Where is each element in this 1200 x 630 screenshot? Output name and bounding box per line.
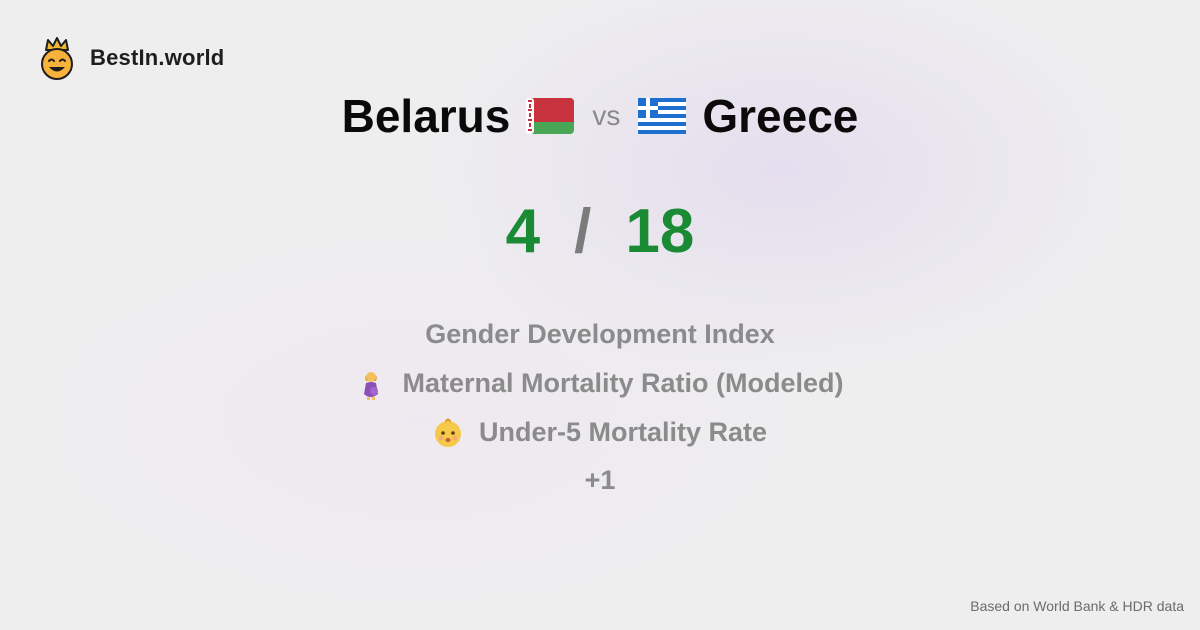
- brand-name: BestIn.world: [90, 45, 225, 70]
- greece-flag-icon: [638, 98, 687, 134]
- crowned-smiley-icon: [41, 37, 73, 80]
- comparison-title: Belarus vs Greece: [0, 86, 1200, 146]
- data-source-note: Based on World Bank & HDR data: [970, 598, 1184, 614]
- baby-face-icon: [434, 418, 461, 447]
- score-display: 4 / 18: [0, 194, 1200, 270]
- score-left: 4: [505, 197, 541, 266]
- belarus-flag-icon: [526, 98, 575, 134]
- pregnant-woman-icon: [364, 371, 379, 400]
- metric-label: Gender Development Index: [425, 319, 775, 349]
- metric-item-gender-development: Gender Development Index: [425, 310, 775, 359]
- score-separator: /: [574, 197, 592, 266]
- metric-label: Under-5 Mortality Rate: [478, 417, 768, 447]
- metric-item-under5-mortality: Under-5 Mortality Rate: [433, 408, 767, 457]
- brand[interactable]: BestIn.world: [38, 36, 224, 80]
- score-right: 18: [625, 197, 695, 266]
- metric-item-maternal-mortality: Maternal Mortality Ratio (Modeled): [356, 359, 844, 408]
- metrics-list: Gender Development Index Maternal Mortal…: [0, 310, 1200, 503]
- vs-label: vs: [592, 100, 621, 131]
- country-left-name[interactable]: Belarus: [341, 90, 511, 142]
- more-metrics-count[interactable]: +1: [584, 464, 616, 495]
- country-right-name[interactable]: Greece: [702, 90, 859, 142]
- metric-label: Maternal Mortality Ratio (Modeled): [402, 368, 844, 398]
